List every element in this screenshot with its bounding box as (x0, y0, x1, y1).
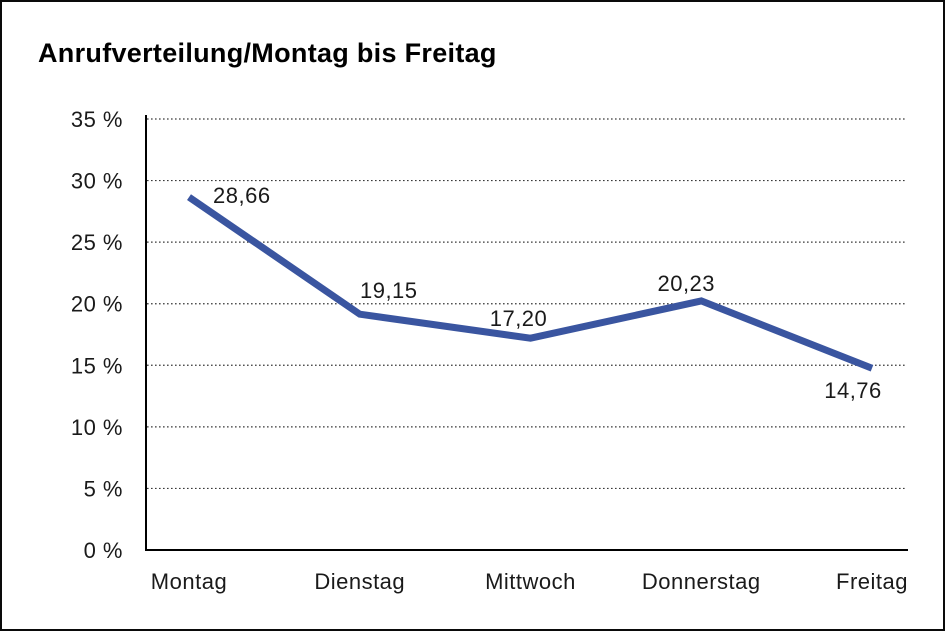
y-axis-tick-label: 30 % (71, 169, 123, 194)
data-point-label: 17,20 (490, 306, 548, 331)
y-axis-tick-label: 0 % (84, 538, 123, 563)
x-axis-label: Montag (151, 569, 227, 594)
data-point-label: 20,23 (657, 271, 715, 296)
data-series-line (187, 194, 874, 372)
y-axis-tick-label: 5 % (84, 476, 123, 501)
data-point-label: 19,15 (360, 278, 418, 303)
x-axis-label: Mittwoch (485, 569, 576, 594)
data-point-label: 28,66 (213, 183, 271, 208)
y-axis-tick-label: 25 % (71, 230, 123, 255)
y-axis-tick-label: 35 % (71, 107, 123, 132)
x-axis-label: Freitag (836, 569, 908, 594)
y-axis-tick-label: 10 % (71, 415, 123, 440)
y-axis-tick-label: 15 % (71, 353, 123, 378)
chart-title: Anrufverteilung/Montag bis Freitag (38, 38, 497, 68)
data-point-label: 14,76 (824, 378, 882, 403)
y-axis-tick-label: 20 % (71, 292, 123, 317)
x-axis-label: Donnerstag (642, 569, 761, 594)
x-axis-label: Dienstag (314, 569, 405, 594)
